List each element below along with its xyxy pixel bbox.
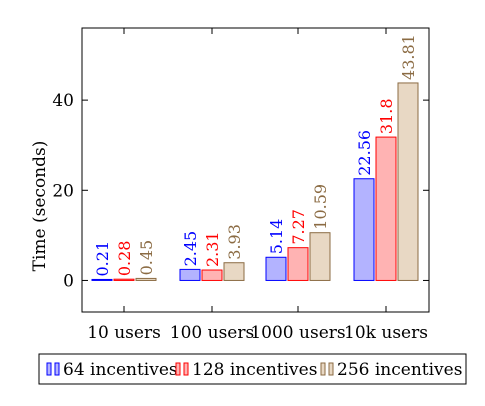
data-label: 10.59: [311, 184, 330, 230]
x-tick-label: 1000 users: [250, 323, 345, 343]
legend-label: 256 incentives: [337, 360, 462, 380]
bar: [223, 262, 245, 281]
data-label: 7.27: [289, 209, 308, 245]
data-label: 3.93: [225, 224, 244, 260]
data-label: 31.8: [377, 98, 396, 134]
legend-swatch: [328, 362, 334, 376]
y-tick-label: 0: [63, 271, 74, 291]
legend-swatch: [320, 362, 326, 376]
y-tick-label: 20: [52, 181, 74, 201]
bar: [91, 278, 113, 281]
bar: [201, 269, 223, 281]
legend: 64 incentives 128 incentives 256 incentive…: [38, 353, 467, 385]
legend-swatch: [46, 362, 52, 376]
legend-swatch: [54, 362, 60, 376]
data-label: 0.45: [137, 240, 156, 276]
plot-frame: [81, 27, 430, 313]
x-tick-label: 10 users: [87, 323, 161, 343]
legend-entry: 256 incentives: [320, 360, 462, 380]
bar: [375, 136, 397, 281]
bar: [397, 82, 419, 281]
legend-box: [38, 353, 467, 385]
legend-label: 64 incentives: [63, 360, 178, 380]
bar: [265, 256, 287, 281]
bar: [113, 278, 135, 281]
legend-entry: 128 incentives: [175, 360, 317, 380]
data-label: 43.81: [399, 34, 418, 80]
data-label: 0.21: [93, 241, 112, 277]
data-label: 2.45: [181, 231, 200, 267]
legend-entry: 64 incentives: [46, 360, 178, 380]
x-tick-label: 10k users: [344, 323, 428, 343]
y-axis-label: Time (seconds): [30, 141, 50, 272]
data-label: 22.56: [355, 130, 374, 176]
data-label: 0.28: [115, 241, 134, 277]
x-tick-label: 100 users: [170, 323, 254, 343]
data-label: 2.31: [203, 231, 222, 267]
bar: [179, 268, 201, 281]
bar: [353, 178, 375, 281]
legend-swatch: [175, 362, 181, 376]
data-label: 5.14: [267, 219, 286, 255]
bar: [135, 277, 157, 281]
legend-label: 128 incentives: [192, 360, 317, 380]
legend-swatch: [183, 362, 189, 376]
y-tick-label: 40: [52, 91, 74, 111]
bar: [287, 247, 309, 281]
bar: [309, 232, 331, 281]
